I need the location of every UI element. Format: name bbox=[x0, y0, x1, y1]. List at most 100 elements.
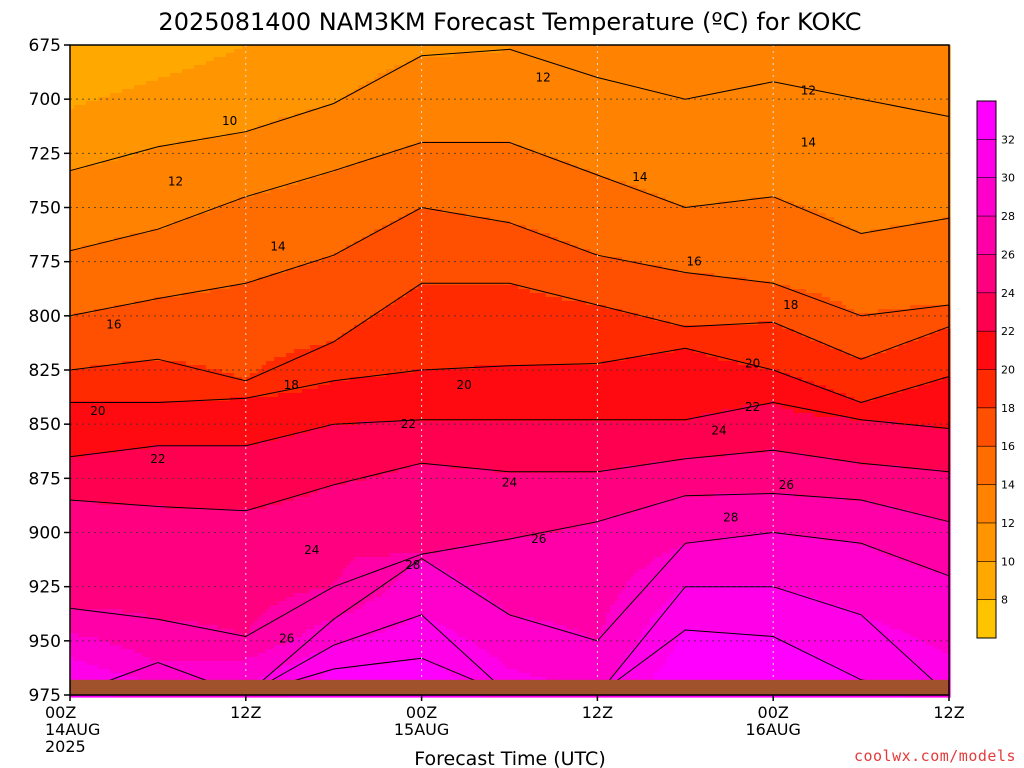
temperature-cell bbox=[126, 317, 131, 322]
temperature-cell bbox=[134, 425, 139, 430]
temperature-cell bbox=[106, 293, 111, 298]
temperature-cell bbox=[178, 489, 183, 494]
temperature-cell bbox=[162, 565, 167, 570]
temperature-cell bbox=[162, 105, 167, 110]
temperature-cell bbox=[122, 589, 127, 594]
temperature-cell bbox=[166, 197, 171, 202]
temperature-cell bbox=[126, 265, 131, 270]
temperature-cell bbox=[138, 373, 143, 378]
temperature-cell bbox=[130, 501, 135, 506]
temperature-cell bbox=[118, 553, 123, 558]
temperature-cell bbox=[74, 617, 79, 622]
temperature-cell bbox=[162, 349, 167, 354]
temperature-cell bbox=[182, 525, 187, 530]
temperature-cell bbox=[154, 493, 159, 498]
temperature-cell bbox=[178, 577, 183, 582]
temperature-cell bbox=[102, 253, 107, 258]
temperature-cell bbox=[126, 161, 131, 166]
temperature-cell bbox=[174, 529, 179, 534]
temperature-cell bbox=[130, 93, 135, 98]
temperature-cell bbox=[158, 297, 163, 302]
temperature-cell bbox=[82, 421, 87, 426]
temperature-cell bbox=[110, 393, 115, 398]
temperature-cell bbox=[154, 313, 159, 318]
temperature-cell bbox=[94, 493, 99, 498]
temperature-cell bbox=[182, 609, 187, 614]
temperature-cell bbox=[110, 125, 115, 130]
temperature-cell bbox=[174, 353, 179, 358]
temperature-cell bbox=[74, 533, 79, 538]
temperature-cell bbox=[166, 117, 171, 122]
temperature-cell bbox=[138, 357, 143, 362]
temperature-cell bbox=[126, 573, 131, 578]
temperature-cell bbox=[90, 513, 95, 518]
temperature-cell bbox=[90, 61, 95, 66]
temperature-cell bbox=[74, 653, 79, 658]
temperature-cell bbox=[182, 385, 187, 390]
temperature-cell bbox=[122, 637, 127, 642]
temperature-cell bbox=[134, 237, 139, 242]
temperature-cell bbox=[122, 309, 127, 314]
temperature-cell bbox=[106, 57, 111, 62]
temperature-cell bbox=[158, 501, 163, 506]
temperature-cell bbox=[166, 481, 171, 486]
temperature-cell bbox=[158, 177, 163, 182]
temperature-cell bbox=[106, 329, 111, 334]
temperature-cell bbox=[98, 633, 103, 638]
temperature-cell bbox=[110, 213, 115, 218]
temperature-cell bbox=[90, 337, 95, 342]
temperature-cell bbox=[70, 497, 75, 502]
temperature-cell bbox=[154, 181, 159, 186]
temperature-cell bbox=[138, 321, 143, 326]
temperature-cell bbox=[118, 373, 123, 378]
temperature-cell bbox=[130, 149, 135, 154]
temperature-cell bbox=[122, 669, 127, 674]
temperature-cell bbox=[78, 249, 83, 254]
temperature-cell bbox=[82, 337, 87, 342]
temperature-cell bbox=[102, 53, 107, 58]
temperature-cell bbox=[166, 345, 171, 350]
temperature-cell bbox=[166, 609, 171, 614]
temperature-cell bbox=[86, 661, 91, 666]
temperature-cell bbox=[158, 265, 163, 270]
temperature-cell bbox=[174, 509, 179, 514]
temperature-cell bbox=[134, 437, 139, 442]
temperature-cell bbox=[178, 241, 183, 246]
temperature-cell bbox=[74, 445, 79, 450]
temperature-cell bbox=[118, 257, 123, 262]
temperature-cell bbox=[146, 213, 151, 218]
temperature-cell bbox=[74, 493, 79, 498]
temperature-cell bbox=[122, 581, 127, 586]
temperature-cell bbox=[190, 389, 195, 394]
temperature-cell bbox=[146, 281, 151, 286]
temperature-cell bbox=[150, 45, 155, 50]
temperature-cell bbox=[138, 57, 143, 62]
temperature-cell bbox=[150, 565, 155, 570]
temperature-cell bbox=[150, 185, 155, 190]
temperature-cell bbox=[74, 145, 79, 150]
plot-area: 1012121214141416161818202020222222242424… bbox=[69, 44, 951, 698]
temperature-cell bbox=[150, 121, 155, 126]
temperature-cell bbox=[178, 309, 183, 314]
temperature-cell bbox=[130, 645, 135, 650]
temperature-cell bbox=[78, 481, 83, 486]
temperature-cell bbox=[170, 673, 175, 678]
temperature-cell bbox=[170, 497, 175, 502]
temperature-cell bbox=[78, 545, 83, 550]
temperature-cell bbox=[114, 285, 119, 290]
temperature-cell bbox=[130, 325, 135, 330]
temperature-cell bbox=[118, 401, 123, 406]
temperature-cell bbox=[106, 77, 111, 82]
temperature-cell bbox=[126, 517, 131, 522]
temperature-cell bbox=[150, 245, 155, 250]
temperature-cell bbox=[122, 145, 127, 150]
temperature-cell bbox=[142, 253, 147, 258]
temperature-cell bbox=[74, 561, 79, 566]
temperature-cell bbox=[166, 289, 171, 294]
temperature-cell bbox=[170, 185, 175, 190]
temperature-cell bbox=[70, 385, 75, 390]
temperature-cell bbox=[106, 673, 111, 678]
temperature-cell bbox=[74, 53, 79, 58]
temperature-cell bbox=[78, 621, 83, 626]
temperature-cell bbox=[130, 657, 135, 662]
